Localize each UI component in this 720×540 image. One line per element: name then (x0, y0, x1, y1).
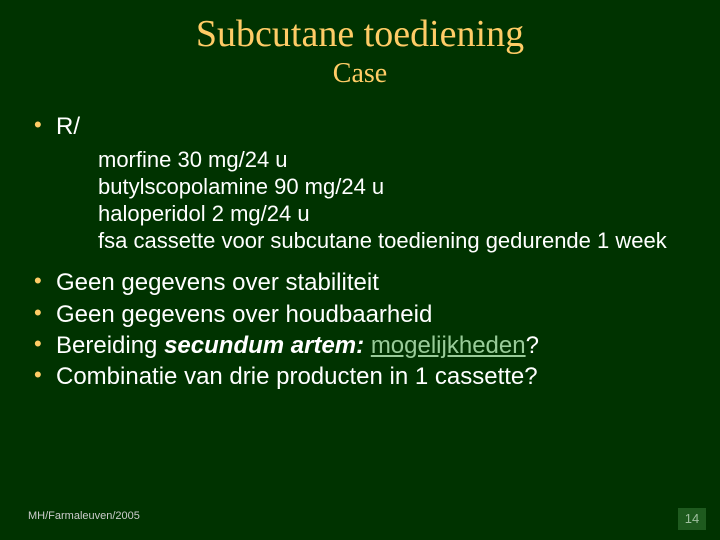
bullet-item: Geen gegevens over stabiliteit (30, 268, 690, 297)
title-block: Subcutane toediening Case (0, 0, 720, 90)
bullet-text: Geen gegevens over houdbaarheid (56, 301, 432, 328)
bullet-text-pre: Bereiding (56, 332, 164, 359)
sub-item: butylscopolamine 90 mg/24 u (98, 174, 690, 201)
bullet-text: R/ (56, 113, 80, 140)
bullet-list: R/ morfine 30 mg/24 u butylscopolamine 9… (30, 112, 690, 392)
content-area: R/ morfine 30 mg/24 u butylscopolamine 9… (0, 90, 720, 392)
sub-list: morfine 30 mg/24 u butylscopolamine 90 m… (56, 147, 690, 254)
footer-text: MH/Farmaleuven/2005 (28, 510, 140, 522)
slide-title: Subcutane toediening (0, 14, 720, 56)
bullet-text: Geen gegevens over stabiliteit (56, 269, 379, 296)
bullet-text: Combinatie van drie producten in 1 casse… (56, 363, 538, 390)
link-mogelijkheden[interactable]: mogelijkheden (371, 332, 526, 359)
bullet-text-post: ? (526, 332, 539, 359)
bullet-text-em: secundum artem: (164, 332, 364, 359)
sub-item: morfine 30 mg/24 u (98, 147, 690, 174)
bullet-item: Geen gegevens over houdbaarheid (30, 300, 690, 329)
slide-subtitle: Case (0, 58, 720, 90)
page-number: 14 (678, 508, 706, 530)
sub-item: fsa cassette voor subcutane toediening g… (98, 228, 690, 255)
bullet-item: R/ morfine 30 mg/24 u butylscopolamine 9… (30, 112, 690, 255)
bullet-item: Combinatie van drie producten in 1 casse… (30, 362, 690, 391)
sub-item: haloperidol 2 mg/24 u (98, 201, 690, 228)
slide: Subcutane toediening Case R/ morfine 30 … (0, 0, 720, 540)
bullet-item: Bereiding secundum artem: mogelijkheden? (30, 331, 690, 360)
